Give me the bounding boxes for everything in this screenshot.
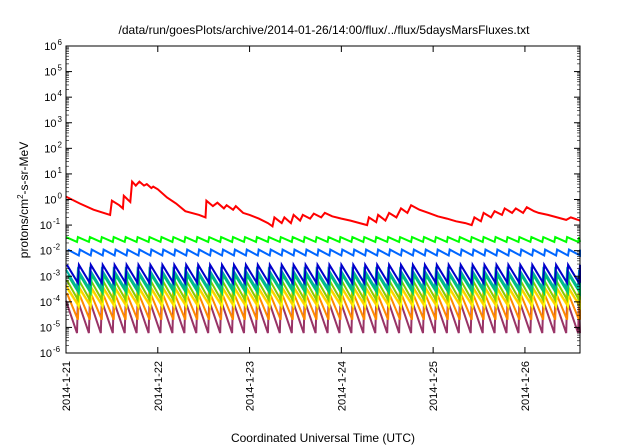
y-tick-exponent: -6 bbox=[53, 345, 61, 354]
y-tick-label: 10 bbox=[44, 195, 56, 207]
y-tick-exponent: 2 bbox=[58, 140, 63, 149]
y-tick-label: 10 bbox=[44, 67, 56, 79]
y-tick-exponent: 0 bbox=[58, 192, 63, 201]
y-tick-label: 10 bbox=[40, 322, 52, 334]
x-tick-label: 2014-1-26 bbox=[520, 361, 532, 411]
x-tick-label: 2014-1-25 bbox=[428, 361, 440, 411]
y-tick-exponent: 3 bbox=[58, 115, 63, 124]
series-line bbox=[66, 261, 581, 287]
series-line bbox=[65, 179, 581, 228]
y-tick-exponent: 1 bbox=[58, 166, 63, 175]
y-axis-label-sup: 2 bbox=[16, 194, 25, 199]
y-tick-exponent: 4 bbox=[58, 89, 63, 98]
y-tick-label: 10 bbox=[40, 246, 52, 258]
y-tick-label: 10 bbox=[40, 297, 52, 309]
y-tick-exponent: -2 bbox=[53, 243, 61, 252]
y-tick-label: 10 bbox=[44, 169, 56, 181]
y-tick-label: 10 bbox=[44, 118, 56, 130]
y-tick-label: 10 bbox=[44, 41, 56, 53]
y-tick-label: 10 bbox=[44, 92, 56, 104]
y-axis-label-tail: -s-sr-MeV bbox=[17, 142, 31, 195]
y-tick-exponent: -5 bbox=[53, 319, 61, 328]
x-tick-label: 2014-1-24 bbox=[336, 361, 348, 411]
y-tick-exponent: -4 bbox=[53, 294, 61, 303]
x-tick-label: 2014-1-23 bbox=[245, 361, 257, 411]
y-axis-label: protons/cm2-s-sr-MeV bbox=[16, 142, 31, 258]
y-tick-label: 10 bbox=[40, 271, 52, 283]
series-line bbox=[65, 235, 581, 244]
series-line bbox=[67, 248, 581, 258]
y-tick-exponent: 5 bbox=[58, 64, 63, 73]
series-layer bbox=[65, 179, 581, 334]
x-axis-label: Coordinated Universal Time (UTC) bbox=[231, 431, 415, 445]
y-tick-label: 10 bbox=[40, 220, 52, 232]
y-tick-exponent: 6 bbox=[58, 38, 63, 47]
x-axis: 2014-1-21 2014-1-22 2014-1-23 2014-1-24 2014… bbox=[61, 46, 532, 411]
y-tick-label: 10 bbox=[44, 143, 56, 155]
y-tick-exponent: -1 bbox=[53, 217, 61, 226]
x-tick-label: 2014-1-21 bbox=[61, 361, 73, 411]
y-tick-exponent: -3 bbox=[53, 268, 61, 277]
y-tick-label: 10 bbox=[40, 348, 52, 360]
series-line bbox=[66, 271, 581, 297]
x-tick-label: 2014-1-22 bbox=[153, 361, 165, 411]
chart-title: /data/run/goesPlots/archive/2014-01-26/1… bbox=[119, 23, 531, 37]
y-axis-label-main: protons/cm bbox=[17, 199, 31, 258]
